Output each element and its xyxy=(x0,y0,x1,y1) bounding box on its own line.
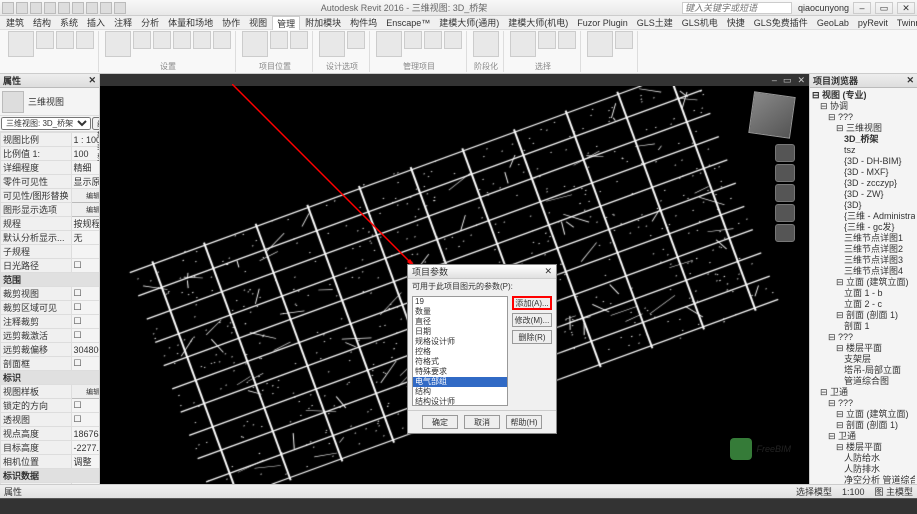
tab-6[interactable]: 体量和场地 xyxy=(164,16,217,29)
dialog-hint: 可用于此项目图元的参数(P): xyxy=(408,279,556,292)
tab-0[interactable]: 建筑 xyxy=(2,16,28,29)
status-model[interactable]: 图 主模型 xyxy=(874,485,913,498)
dialog-title: 项目参数 xyxy=(412,265,448,278)
vp-min-icon[interactable]: – xyxy=(772,75,777,85)
view-type-icon xyxy=(2,91,24,113)
tab-8[interactable]: 视图 xyxy=(245,16,271,29)
tab-14[interactable]: 建模大师(机电) xyxy=(504,16,572,29)
status-left: 属性 xyxy=(4,485,22,498)
tab-9[interactable]: 管理 xyxy=(272,16,300,30)
tab-10[interactable]: 附加模块 xyxy=(301,16,345,29)
add-button[interactable]: 添加(A)... xyxy=(512,296,552,310)
vp-close-icon[interactable]: ✕ xyxy=(797,75,805,86)
tab-11[interactable]: 构件坞 xyxy=(346,16,381,29)
help-search-input[interactable] xyxy=(682,2,792,14)
tab-15[interactable]: Fuzor Plugin xyxy=(573,18,632,28)
tab-1[interactable]: 结构 xyxy=(29,16,55,29)
tab-21[interactable]: pyRevit xyxy=(854,18,892,28)
tab-18[interactable]: 快捷 xyxy=(723,16,749,29)
tab-3[interactable]: 插入 xyxy=(83,16,109,29)
ok-button[interactable]: 确定 xyxy=(422,415,458,429)
browser-close-icon[interactable]: ✕ xyxy=(906,75,914,86)
tab-2[interactable]: 系统 xyxy=(56,16,82,29)
modify-button[interactable]: 修改(M)... xyxy=(512,313,552,327)
properties-table[interactable]: 视图比例1 : 100比例值 1:100详细程度精细零件可见性显示原状态可见性/… xyxy=(0,132,99,484)
browser-panel-title: 项目浏览器 xyxy=(813,74,858,87)
user-label[interactable]: qiaocunyong xyxy=(798,3,849,13)
project-parameters-dialog: 项目参数 ✕ 可用于此项目图元的参数(P): 19数量直径日期规格设计师控格符格式… xyxy=(407,264,557,434)
tab-7[interactable]: 协作 xyxy=(218,16,244,29)
vp-max-icon[interactable]: ▭ xyxy=(783,75,792,86)
cancel-button[interactable]: 取消 xyxy=(464,415,500,429)
status-hint: 选择模型 xyxy=(796,485,832,498)
tab-19[interactable]: GLS免费插件 xyxy=(750,16,812,29)
edit-type-button[interactable]: 编辑类型 xyxy=(92,117,99,130)
status-scale[interactable]: 1:100 xyxy=(842,487,865,497)
view-type-label: 三维视图 xyxy=(28,95,64,108)
ribbon: 设置项目位置设计选项管理项目阶段化选择 xyxy=(0,30,917,74)
tab-20[interactable]: GeoLab xyxy=(813,18,853,28)
parameters-listbox[interactable]: 19数量直径日期规格设计师控格符格式特殊要求电气部组结构结构设计师结构校对人设计… xyxy=(412,296,508,406)
type-selector[interactable]: 三维视图: 3D_桥架 xyxy=(1,117,91,130)
properties-close-icon[interactable]: ✕ xyxy=(88,75,96,86)
project-browser-tree[interactable]: ⊟ 视图 (专业)⊟ 协调⊟ ???⊟ 三维视图3D_桥架tsz{3D - DH… xyxy=(810,88,917,484)
3d-viewport[interactable]: –▭ ✕ 项目参数 ✕ 可用于此项目图元的参数(P): 19数量直径日期规格设计师控… xyxy=(100,74,809,484)
app-title: Autodesk Revit 2016 - 三维视图: 3D_桥架 xyxy=(126,1,682,14)
ribbon-tabs: 建筑结构系统插入注释分析体量和场地协作视图管理附加模块构件坞Enscape™建模… xyxy=(0,16,917,30)
tab-13[interactable]: 建模大师(通用) xyxy=(435,16,503,29)
status-bar: 属性 选择模型 1:100 图 主模型 xyxy=(0,484,917,498)
view-cube[interactable] xyxy=(748,91,795,138)
properties-panel-title: 属性 xyxy=(3,74,21,87)
tab-4[interactable]: 注释 xyxy=(110,16,136,29)
tab-12[interactable]: Enscape™ xyxy=(382,18,434,28)
tab-16[interactable]: GLS土建 xyxy=(633,16,677,29)
maximize-button[interactable]: ▭ xyxy=(875,2,893,14)
dialog-close-icon[interactable]: ✕ xyxy=(544,266,552,277)
quick-access-toolbar[interactable] xyxy=(2,2,126,14)
help-button[interactable]: 帮助(H) xyxy=(506,415,542,429)
close-button[interactable]: ✕ xyxy=(897,2,915,14)
minimize-button[interactable]: – xyxy=(853,2,871,14)
tab-22[interactable]: Twinmotion xyxy=(893,18,917,28)
view-control-bar[interactable] xyxy=(0,498,917,514)
tab-17[interactable]: GLS机电 xyxy=(678,16,722,29)
tab-5[interactable]: 分析 xyxy=(137,16,163,29)
navigation-bar[interactable] xyxy=(775,144,795,242)
delete-button[interactable]: 删除(R) xyxy=(512,330,552,344)
